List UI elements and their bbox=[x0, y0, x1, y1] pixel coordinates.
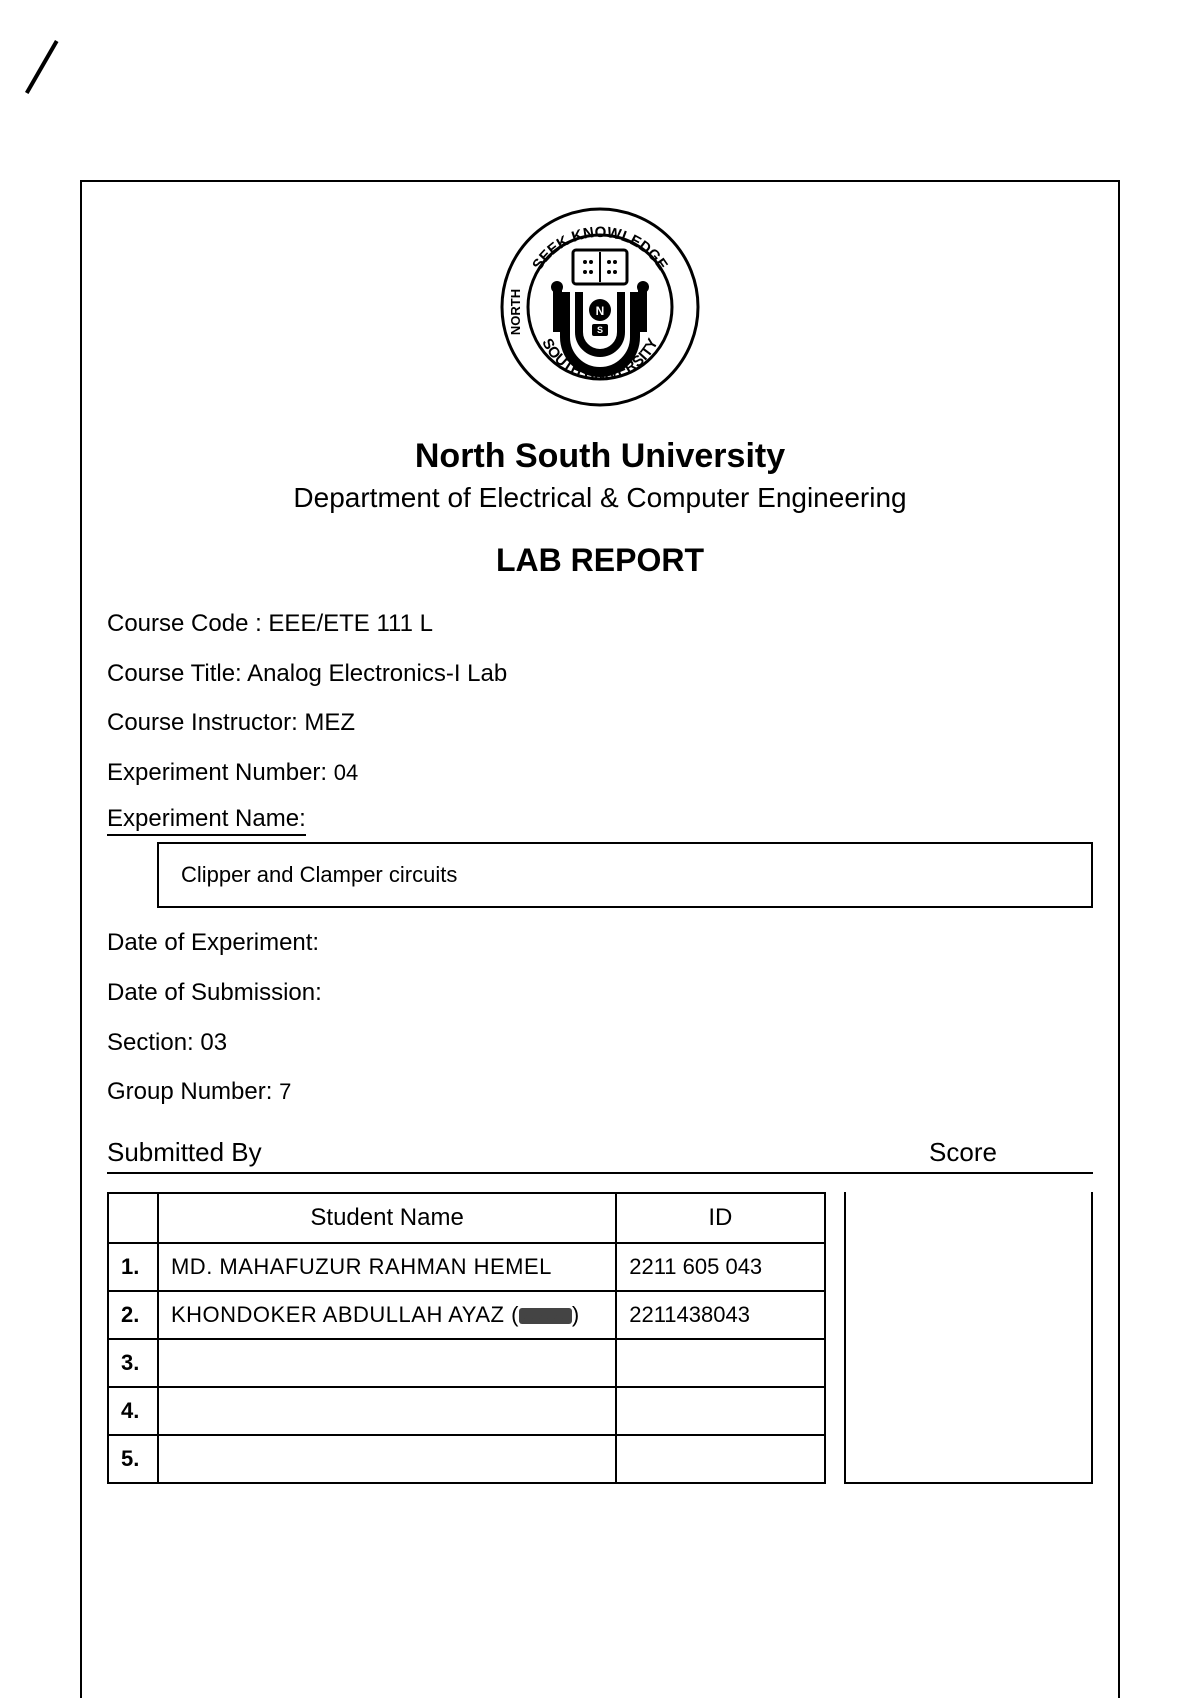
document-frame: SEEK KNOWLEDGE SOUTH UNIVERSITY NORTH N … bbox=[80, 180, 1120, 1698]
table-header-id: ID bbox=[616, 1193, 824, 1243]
row-number: 4. bbox=[108, 1387, 158, 1435]
date-experiment-field: Date of Experiment: bbox=[107, 926, 1093, 960]
table-header-blank bbox=[108, 1193, 158, 1243]
table-header-name: Student Name bbox=[158, 1193, 616, 1243]
table-row: 1. MD. MAHAFUZUR RAHMAN HEMEL 2211 605 0… bbox=[108, 1243, 825, 1291]
course-title-value: Analog Electronics-I Lab bbox=[247, 660, 507, 687]
svg-text:NORTH: NORTH bbox=[508, 289, 523, 335]
university-name: North South University bbox=[107, 437, 1093, 476]
group-number-field: Group Number: 7 bbox=[107, 1075, 1093, 1109]
table-row: 5. bbox=[108, 1435, 825, 1483]
row-number: 3. bbox=[108, 1339, 158, 1387]
university-logo: SEEK KNOWLEDGE SOUTH UNIVERSITY NORTH N … bbox=[495, 202, 705, 412]
group-number-value: 7 bbox=[279, 1079, 291, 1104]
redacted-block: xxxxxx bbox=[519, 1308, 572, 1324]
redacted-parenthesis: ( bbox=[511, 1302, 519, 1327]
scan-artifact-slash bbox=[25, 40, 90, 112]
experiment-name-box: Clipper and Clamper circuits bbox=[157, 842, 1093, 908]
course-code-value: EEE/ETE 111 L bbox=[268, 610, 433, 637]
student-id-cell bbox=[616, 1387, 824, 1435]
experiment-number-label: Experiment Number: bbox=[107, 759, 334, 786]
course-code-field: Course Code : EEE/ETE 111 L bbox=[107, 607, 1093, 641]
student-name-cell bbox=[158, 1387, 616, 1435]
table-row: 2. KHONDOKER ABDULLAH AYAZ (xxxxxx) 2211… bbox=[108, 1291, 825, 1339]
date-experiment-label: Date of Experiment: bbox=[107, 929, 319, 956]
experiment-name-field: Experiment Name: Clipper and Clamper cir… bbox=[107, 805, 1093, 908]
student-name-cell bbox=[158, 1435, 616, 1483]
section-value: 03 bbox=[200, 1029, 227, 1056]
logo-container: SEEK KNOWLEDGE SOUTH UNIVERSITY NORTH N … bbox=[107, 202, 1093, 417]
student-name-cell: KHONDOKER ABDULLAH AYAZ (xxxxxx) bbox=[158, 1291, 616, 1339]
department-name: Department of Electrical & Computer Engi… bbox=[107, 482, 1093, 514]
student-name-cell bbox=[158, 1339, 616, 1387]
table-row: 3. bbox=[108, 1339, 825, 1387]
row-number: 2. bbox=[108, 1291, 158, 1339]
table-header-row: Student Name ID bbox=[108, 1193, 825, 1243]
redacted-parenthesis-close: ) bbox=[572, 1302, 580, 1327]
row-number: 5. bbox=[108, 1435, 158, 1483]
student-name-text: KHONDOKER ABDULLAH AYAZ bbox=[171, 1302, 504, 1327]
instructor-value: MEZ bbox=[304, 709, 355, 736]
submitted-by-label: Submitted By bbox=[107, 1131, 833, 1172]
date-submission-field: Date of Submission: bbox=[107, 976, 1093, 1010]
experiment-number-field: Experiment Number: 04 bbox=[107, 756, 1093, 790]
course-title-field: Course Title: Analog Electronics-I Lab bbox=[107, 657, 1093, 691]
group-number-label: Group Number: bbox=[107, 1078, 279, 1105]
experiment-number-value: 04 bbox=[334, 760, 358, 785]
student-id-cell: 2211 605 043 bbox=[616, 1243, 824, 1291]
section-label: Section: bbox=[107, 1029, 200, 1056]
student-table: Student Name ID 1. MD. MAHAFUZUR RAHMAN … bbox=[107, 1192, 826, 1484]
student-id-cell bbox=[616, 1435, 824, 1483]
instructor-label: Course Instructor: bbox=[107, 709, 304, 736]
date-submission-label: Date of Submission: bbox=[107, 979, 322, 1006]
student-name-cell: MD. MAHAFUZUR RAHMAN HEMEL bbox=[158, 1243, 616, 1291]
instructor-field: Course Instructor: MEZ bbox=[107, 706, 1093, 740]
row-number: 1. bbox=[108, 1243, 158, 1291]
table-row: 4. bbox=[108, 1387, 825, 1435]
report-title: LAB REPORT bbox=[107, 542, 1093, 579]
experiment-name-label: Experiment Name: bbox=[107, 805, 306, 836]
score-box bbox=[844, 1192, 1093, 1484]
score-label: Score bbox=[833, 1131, 1093, 1172]
course-title-label: Course Title: bbox=[107, 660, 247, 687]
svg-text:N: N bbox=[596, 304, 605, 318]
student-id-cell bbox=[616, 1339, 824, 1387]
submitted-header-row: Submitted By Score bbox=[107, 1131, 1093, 1174]
bottom-area: Student Name ID 1. MD. MAHAFUZUR RAHMAN … bbox=[107, 1192, 1093, 1484]
course-code-label: Course Code : bbox=[107, 610, 268, 637]
svg-text:S: S bbox=[597, 325, 603, 335]
section-field: Section: 03 bbox=[107, 1026, 1093, 1060]
student-id-cell: 2211438043 bbox=[616, 1291, 824, 1339]
table-body: 1. MD. MAHAFUZUR RAHMAN HEMEL 2211 605 0… bbox=[108, 1243, 825, 1483]
